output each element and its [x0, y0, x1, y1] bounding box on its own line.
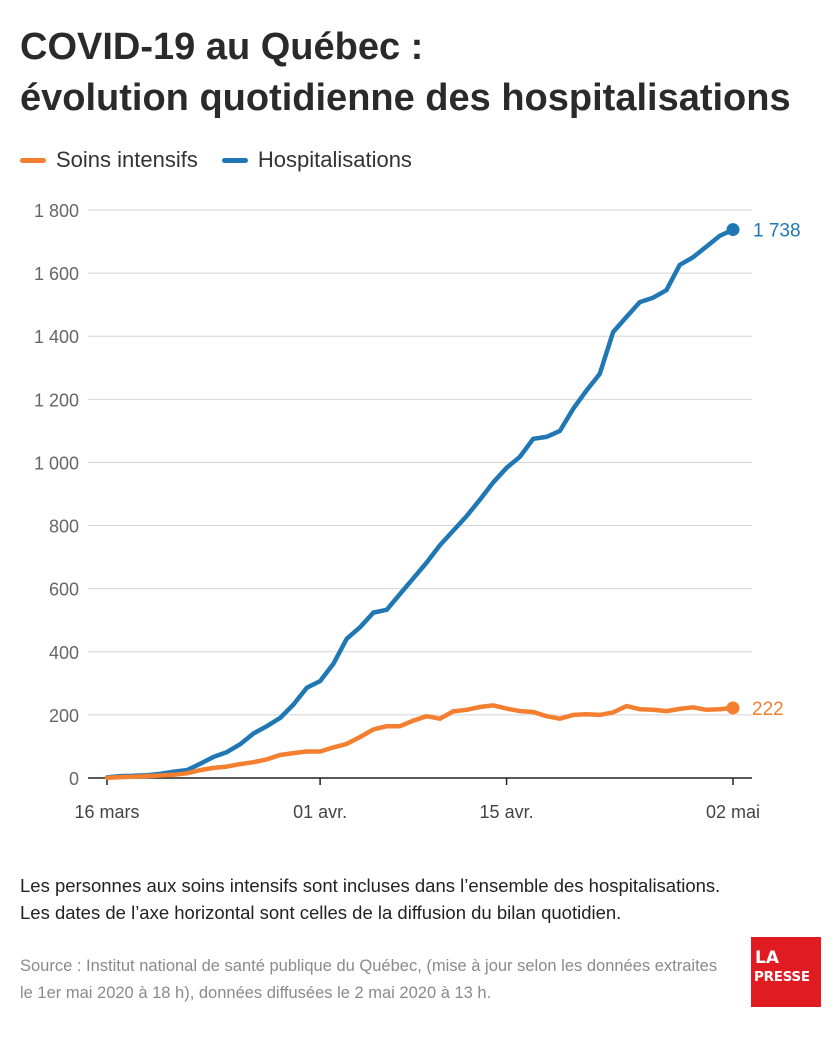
x-tick-label: 16 mars [74, 802, 139, 822]
chart-note: Les personnes aux soins intensifs sont i… [20, 872, 810, 926]
legend-item-soins-intensifs: Soins intensifs [20, 147, 198, 173]
y-tick-label: 200 [49, 706, 79, 726]
legend: Soins intensifs Hospitalisations [20, 147, 412, 173]
legend-label-hospitalisations: Hospitalisations [257, 147, 412, 172]
end-point-soins-intensifs [726, 701, 740, 715]
chart-title: COVID-19 au Québec : évolution quotidien… [20, 22, 820, 124]
y-tick-label: 1 400 [34, 327, 79, 347]
y-tick-label: 800 [49, 517, 79, 537]
end-label-soins-intensifs: 222 [752, 699, 784, 720]
x-tick-label: 15 avr. [480, 802, 534, 822]
y-tick-label: 1 000 [34, 453, 79, 473]
y-tick-label: 1 800 [34, 201, 79, 221]
legend-swatch-soins-intensifs [20, 157, 46, 163]
x-tick-label: 02 mai [706, 802, 760, 822]
logo-line-1: LA [755, 948, 779, 968]
y-tick-label: 400 [49, 643, 79, 663]
chart-note-line-2: Les dates de l’axe horizontal sont celle… [20, 902, 622, 923]
chart-title-line-2: évolution quotidienne des hospitalisatio… [20, 77, 791, 119]
legend-label-soins-intensifs: Soins intensifs [56, 147, 198, 172]
series-line-hospitalisations [104, 227, 736, 780]
legend-item-hospitalisations: Hospitalisations [221, 147, 412, 173]
y-tick-label: 0 [69, 769, 79, 789]
chart-title-line-1: COVID-19 au Québec : [20, 26, 424, 68]
series-line-soins-intensifs [104, 703, 736, 780]
logo-line-2: PRESSE [754, 969, 810, 985]
y-tick-label: 1 600 [34, 264, 79, 284]
la-presse-logo: LA PRESSE [751, 937, 821, 1007]
y-tick-label: 1 200 [34, 390, 79, 410]
chart-note-line-1: Les personnes aux soins intensifs sont i… [20, 875, 721, 896]
end-label-hospitalisations: 1 738 [753, 221, 801, 242]
source-text: Source : Institut national de santé publ… [20, 957, 718, 1002]
end-point-hospitalisations [726, 223, 740, 237]
line-chart: 0 200 400 600 800 1 000 1 200 1 400 1 600 1 800 16… [34, 201, 801, 822]
legend-swatch-hospitalisations [221, 157, 248, 163]
x-tick-label: 01 avr. [293, 802, 347, 822]
y-tick-label: 600 [49, 580, 79, 600]
